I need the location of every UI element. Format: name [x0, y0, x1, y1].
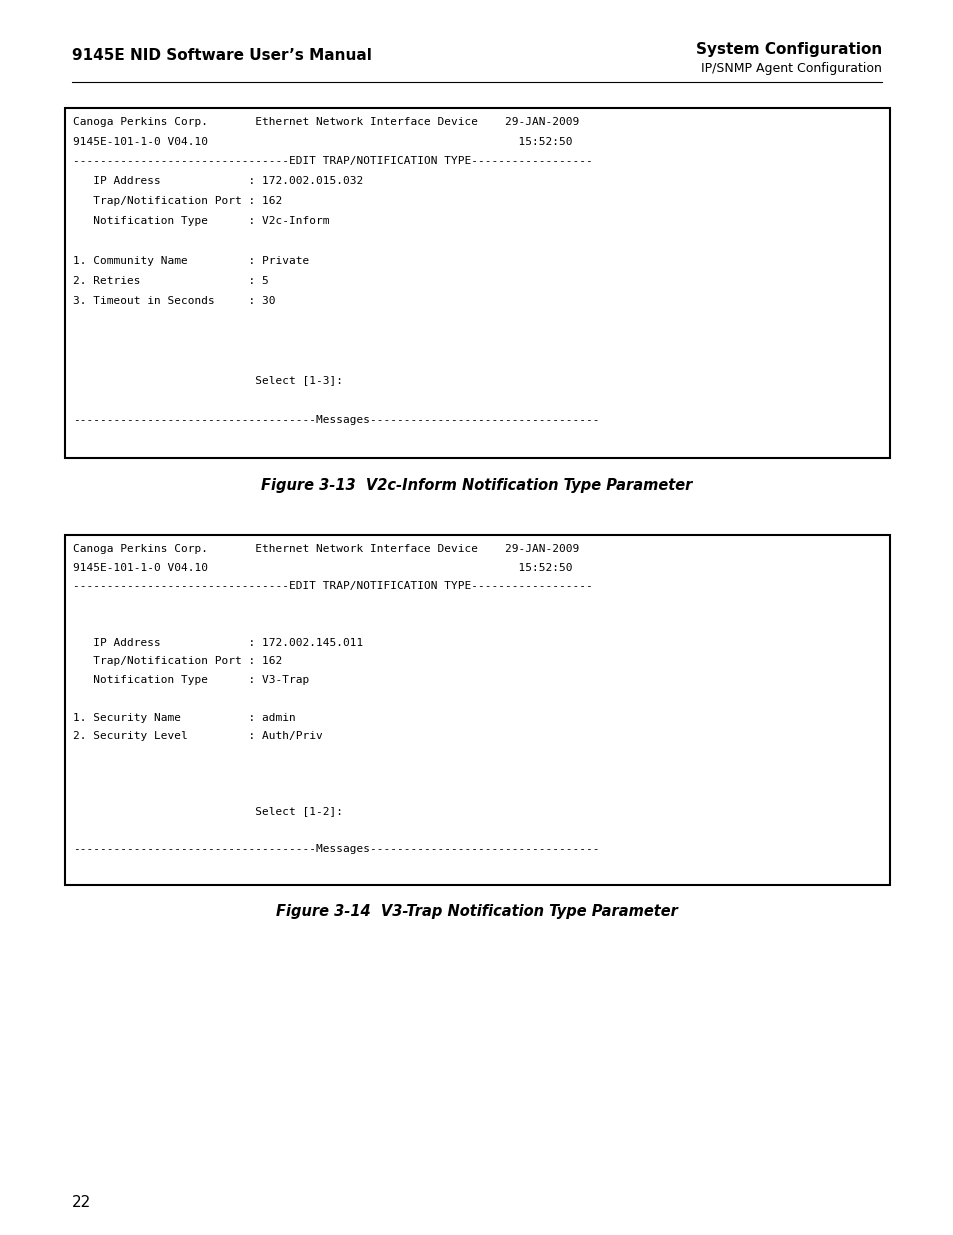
- Text: 22: 22: [71, 1195, 91, 1210]
- FancyBboxPatch shape: [65, 107, 889, 458]
- FancyBboxPatch shape: [65, 535, 889, 885]
- Text: Notification Type      : V3-Trap: Notification Type : V3-Trap: [73, 676, 309, 685]
- Text: System Configuration: System Configuration: [695, 42, 882, 57]
- Text: ------------------------------------Messages----------------------------------: ------------------------------------Mess…: [73, 415, 599, 425]
- Text: 1. Security Name          : admin: 1. Security Name : admin: [73, 713, 295, 722]
- Text: Select [1-3]:: Select [1-3]:: [73, 375, 343, 385]
- Text: Trap/Notification Port : 162: Trap/Notification Port : 162: [73, 196, 282, 206]
- Text: 2. Security Level         : Auth/Priv: 2. Security Level : Auth/Priv: [73, 731, 323, 741]
- Text: --------------------------------EDIT TRAP/NOTIFICATION TYPE------------------: --------------------------------EDIT TRA…: [73, 157, 593, 167]
- Text: Trap/Notification Port : 162: Trap/Notification Port : 162: [73, 656, 282, 667]
- Text: ------------------------------------Messages----------------------------------: ------------------------------------Mess…: [73, 844, 599, 853]
- Text: Canoga Perkins Corp.       Ethernet Network Interface Device    29-JAN-2009: Canoga Perkins Corp. Ethernet Network In…: [73, 117, 578, 127]
- Text: IP/SNMP Agent Configuration: IP/SNMP Agent Configuration: [700, 62, 882, 75]
- Text: Figure 3-13  V2c-Inform Notification Type Parameter: Figure 3-13 V2c-Inform Notification Type…: [261, 478, 692, 493]
- Text: 9145E NID Software User’s Manual: 9145E NID Software User’s Manual: [71, 48, 372, 63]
- Text: Notification Type      : V2c-Inform: Notification Type : V2c-Inform: [73, 216, 330, 226]
- Text: 2. Retries                : 5: 2. Retries : 5: [73, 275, 269, 285]
- Text: IP Address             : 172.002.015.032: IP Address : 172.002.015.032: [73, 177, 363, 186]
- Text: 9145E-101-1-0 V04.10                                              15:52:50: 9145E-101-1-0 V04.10 15:52:50: [73, 137, 572, 147]
- Text: Select [1-2]:: Select [1-2]:: [73, 806, 343, 816]
- Text: Figure 3-14  V3-Trap Notification Type Parameter: Figure 3-14 V3-Trap Notification Type Pa…: [275, 904, 678, 919]
- Text: 1. Community Name         : Private: 1. Community Name : Private: [73, 256, 309, 266]
- Text: Canoga Perkins Corp.       Ethernet Network Interface Device    29-JAN-2009: Canoga Perkins Corp. Ethernet Network In…: [73, 543, 578, 553]
- Text: --------------------------------EDIT TRAP/NOTIFICATION TYPE------------------: --------------------------------EDIT TRA…: [73, 582, 593, 592]
- Text: IP Address             : 172.002.145.011: IP Address : 172.002.145.011: [73, 637, 363, 647]
- Text: 3. Timeout in Seconds     : 30: 3. Timeout in Seconds : 30: [73, 295, 275, 305]
- Text: 9145E-101-1-0 V04.10                                              15:52:50: 9145E-101-1-0 V04.10 15:52:50: [73, 562, 572, 573]
